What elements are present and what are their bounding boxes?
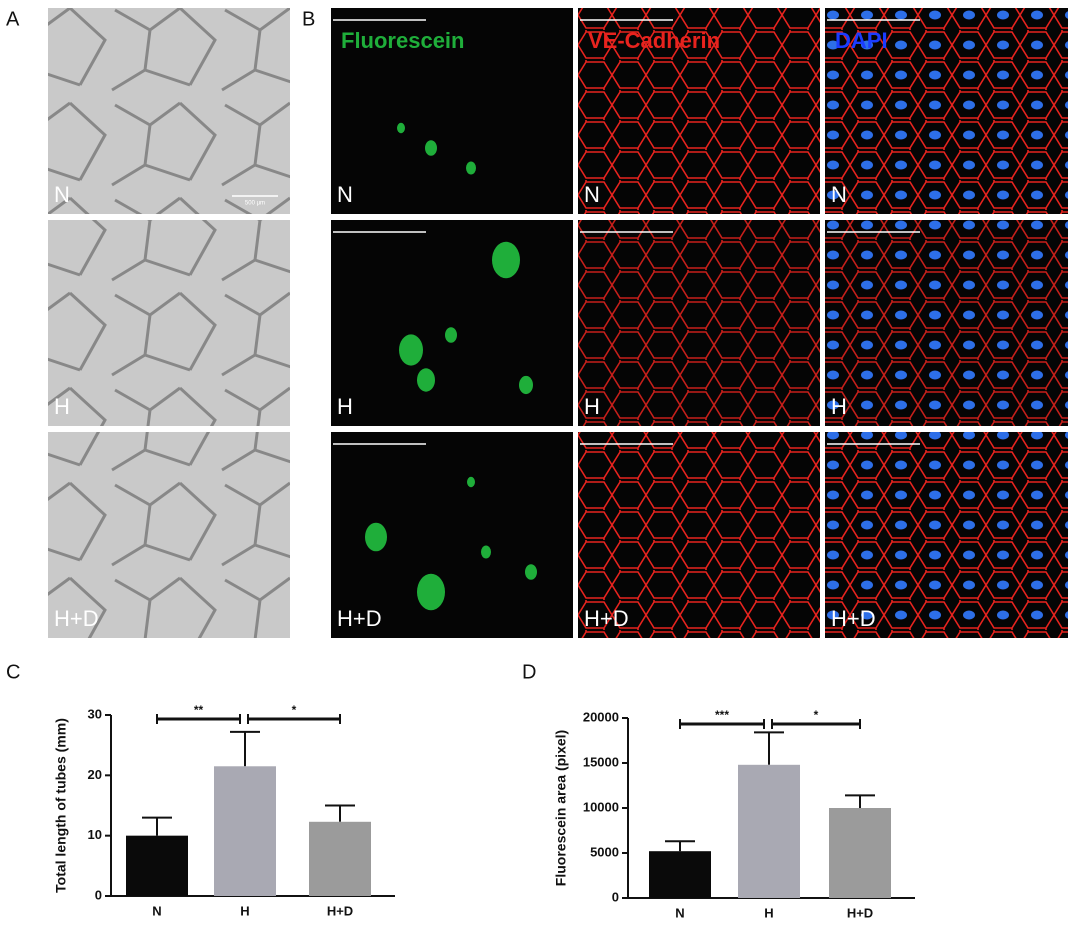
significance-label: ***: [715, 708, 729, 722]
bar: [214, 766, 276, 896]
panel-letter: D: [522, 661, 536, 683]
nuclei: [825, 8, 1068, 214]
micrographs: N N N N H H H H H+D H+D H+D H+D 500 μm Fluorescein VE-…: [48, 8, 1068, 638]
cell-junctions: [578, 8, 820, 214]
condition-label: H+D: [54, 606, 99, 631]
micrograph: [331, 220, 573, 426]
bar: [126, 835, 188, 896]
y-axis-label: Total length of tubes (mm): [53, 718, 69, 893]
fluorescein-spot: [467, 476, 475, 488]
y-tick-label: 10000: [583, 799, 619, 814]
x-tick-label: N: [152, 903, 161, 918]
channel-label: Fluorescein: [341, 28, 464, 53]
significance-label: *: [814, 708, 819, 722]
fluorescein-spot: [481, 545, 491, 559]
x-tick-label: H+D: [847, 905, 873, 920]
significance-label: **: [194, 703, 204, 717]
condition-label: H: [54, 394, 70, 419]
panel-letter: C: [6, 661, 20, 683]
nuclei: [825, 220, 1068, 426]
condition-label: N: [584, 182, 600, 207]
cell-junctions: [578, 220, 820, 426]
bar: [649, 851, 711, 898]
condition-label: H: [831, 394, 847, 419]
fluorescein-spot: [399, 334, 423, 366]
condition-label: H+D: [584, 606, 629, 631]
bar: [738, 764, 800, 898]
condition-label: N: [54, 182, 70, 207]
y-tick-label: 15000: [583, 754, 619, 769]
fluorescein-spot: [445, 327, 457, 343]
condition-label: H+D: [337, 606, 382, 631]
bar: [309, 821, 371, 896]
significance-label: *: [292, 703, 297, 717]
condition-label: N: [337, 182, 353, 207]
fluorescein-spot: [425, 140, 437, 156]
y-axis-label: Fluorescein area (pixel): [553, 730, 569, 886]
tube-network: [48, 8, 290, 214]
x-tick-label: N: [675, 905, 684, 920]
y-tick-label: 10: [88, 827, 102, 842]
condition-label: N: [831, 182, 847, 207]
fluorescein-spot: [417, 368, 435, 392]
y-tick-label: 20: [88, 767, 102, 782]
tube-network: [48, 220, 290, 426]
fluorescein-spot: [519, 375, 533, 395]
bar: [829, 808, 891, 898]
scale-label: 500 μm: [245, 201, 265, 207]
fluorescein-spot: [492, 241, 520, 279]
channel-label: VE-Cadherin: [588, 28, 720, 53]
condition-label: H: [337, 394, 353, 419]
y-tick-label: 0: [612, 889, 619, 904]
channel-label: DAPI: [835, 28, 888, 53]
x-tick-label: H+D: [327, 903, 353, 918]
cell-junctions: [578, 432, 820, 638]
condition-label: H+D: [831, 606, 876, 631]
fluorescein-spot: [525, 564, 537, 580]
y-tick-label: 30: [88, 706, 102, 721]
condition-label: H: [584, 394, 600, 419]
micrograph: [331, 8, 573, 214]
y-tick-label: 0: [95, 887, 102, 902]
fluorescein-spot: [397, 122, 405, 134]
y-tick-label: 20000: [583, 709, 619, 724]
nuclei: [825, 432, 1068, 638]
x-tick-label: H: [764, 905, 773, 920]
panel-letter: B: [302, 8, 315, 30]
tube-network: [48, 432, 290, 638]
fluorescein-spot: [466, 161, 476, 175]
y-tick-label: 5000: [590, 844, 619, 859]
x-tick-label: H: [240, 903, 249, 918]
fluorescein-spot: [417, 573, 445, 611]
panel-letter: A: [6, 8, 20, 30]
fluorescein-spot: [365, 522, 387, 552]
